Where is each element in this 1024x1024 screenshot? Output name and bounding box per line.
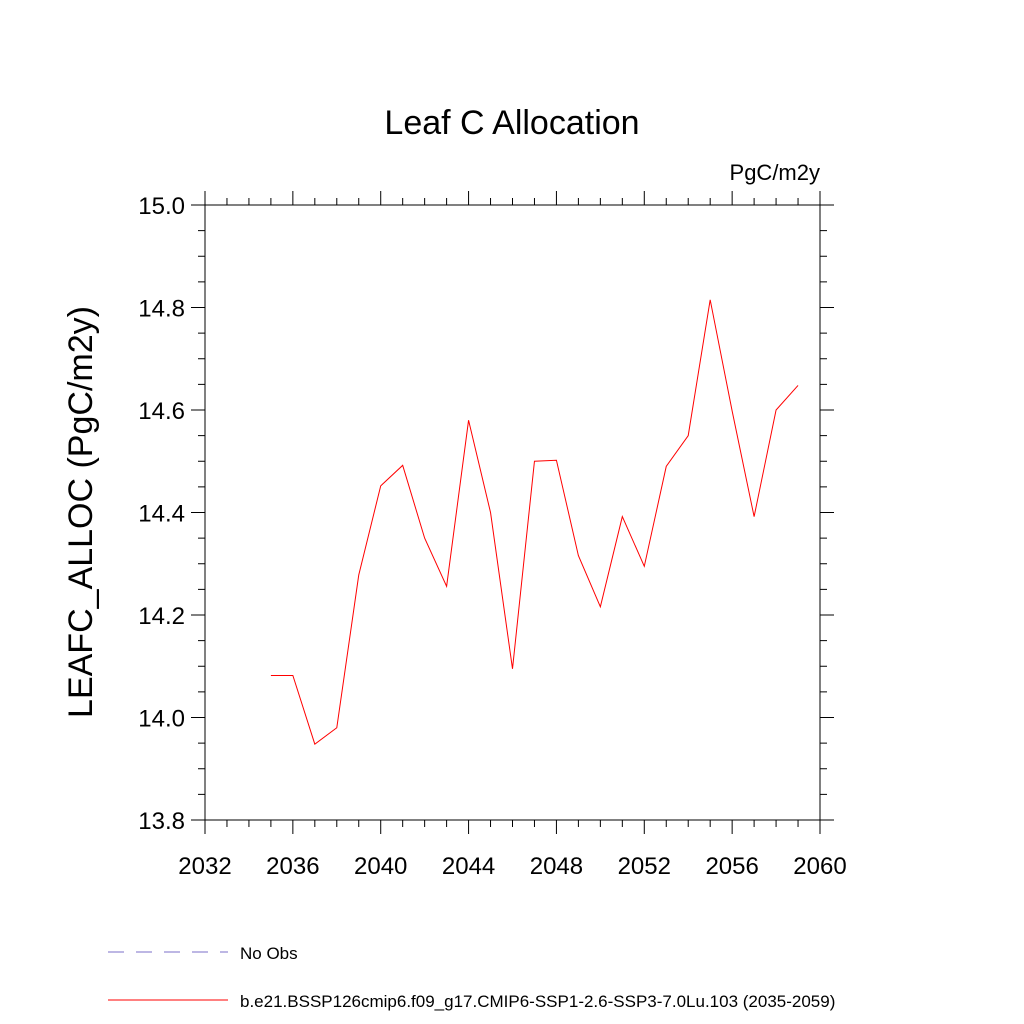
x-tick-label: 2056 — [705, 853, 758, 880]
chart-title: Leaf C Allocation — [384, 104, 639, 142]
legend-label: No Obs — [240, 944, 298, 963]
axis-ticks: 2032 2036 2040 2044 2048 2052 2056 2060 13.8 14.0… — [138, 191, 847, 880]
units-label: PgC/m2y — [730, 160, 820, 185]
y-tick-label: 14.8 — [138, 296, 185, 323]
legend: No Obs b.e21.BSSP126cmip6.f09_g17.CMIP6-S… — [108, 944, 835, 1011]
x-tick-label: 2048 — [530, 853, 583, 880]
legend-label: b.e21.BSSP126cmip6.f09_g17.CMIP6-SSP1-2.… — [240, 992, 835, 1011]
series-lines — [270, 299, 799, 745]
x-tick-label: 2044 — [442, 853, 495, 880]
plot-frame — [204, 204, 821, 821]
y-tick-label: 14.0 — [138, 706, 185, 733]
y-tick-label: 14.6 — [138, 398, 185, 425]
y-axis-label: LEAFC_ALLOC (PgC/m2y) — [62, 306, 100, 718]
x-tick-label: 2036 — [266, 853, 319, 880]
y-tick-label: 14.2 — [138, 603, 185, 630]
x-tick-label: 2060 — [793, 853, 846, 880]
y-tick-label: 14.4 — [138, 501, 185, 528]
x-tick-label: 2052 — [618, 853, 671, 880]
x-tick-label: 2040 — [354, 853, 407, 880]
series-line — [270, 299, 799, 745]
y-tick-label: 13.8 — [138, 808, 185, 835]
y-tick-label: 15.0 — [138, 193, 185, 220]
x-tick-label: 2032 — [178, 853, 231, 880]
